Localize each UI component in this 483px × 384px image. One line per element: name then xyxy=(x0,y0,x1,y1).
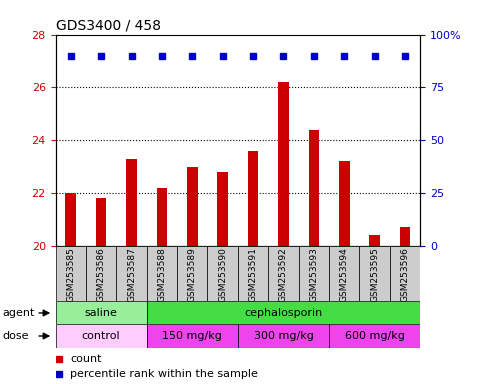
Bar xyxy=(359,246,390,301)
Bar xyxy=(400,227,411,246)
Bar xyxy=(329,324,420,348)
Bar xyxy=(339,161,350,246)
Text: GDS3400 / 458: GDS3400 / 458 xyxy=(56,19,160,33)
Text: dose: dose xyxy=(2,331,29,341)
Text: 300 mg/kg: 300 mg/kg xyxy=(254,331,313,341)
Bar xyxy=(147,301,420,324)
Bar xyxy=(56,301,147,324)
Text: GSM253596: GSM253596 xyxy=(400,247,410,302)
Text: GSM253585: GSM253585 xyxy=(66,247,75,302)
Text: percentile rank within the sample: percentile rank within the sample xyxy=(70,369,258,379)
Bar xyxy=(329,246,359,301)
Text: cephalosporin: cephalosporin xyxy=(244,308,323,318)
Bar xyxy=(208,246,238,301)
Text: GSM253595: GSM253595 xyxy=(370,247,379,302)
Text: GSM253589: GSM253589 xyxy=(188,247,197,302)
Bar xyxy=(147,246,177,301)
Text: GSM253593: GSM253593 xyxy=(309,247,318,302)
Bar xyxy=(278,82,289,246)
Text: GSM253587: GSM253587 xyxy=(127,247,136,302)
Text: count: count xyxy=(70,354,101,364)
Bar xyxy=(86,246,116,301)
Bar xyxy=(156,188,167,246)
Text: GSM253590: GSM253590 xyxy=(218,247,227,302)
Bar xyxy=(116,246,147,301)
Bar xyxy=(238,324,329,348)
Bar xyxy=(369,235,380,246)
Bar xyxy=(177,246,208,301)
Bar xyxy=(96,198,106,246)
Bar xyxy=(238,246,268,301)
Text: 600 mg/kg: 600 mg/kg xyxy=(345,331,405,341)
Text: GSM253588: GSM253588 xyxy=(157,247,167,302)
Text: saline: saline xyxy=(85,308,117,318)
Bar xyxy=(390,246,420,301)
Bar xyxy=(126,159,137,246)
Text: GSM253591: GSM253591 xyxy=(249,247,257,302)
Text: 150 mg/kg: 150 mg/kg xyxy=(162,331,222,341)
Bar xyxy=(248,151,258,246)
Bar xyxy=(268,246,298,301)
Bar xyxy=(298,246,329,301)
Text: GSM253594: GSM253594 xyxy=(340,247,349,302)
Bar xyxy=(56,246,86,301)
Bar xyxy=(309,130,319,246)
Bar xyxy=(56,324,147,348)
Bar xyxy=(187,167,198,246)
Text: GSM253586: GSM253586 xyxy=(97,247,106,302)
Bar xyxy=(217,172,228,246)
Text: agent: agent xyxy=(2,308,35,318)
Text: control: control xyxy=(82,331,120,341)
Bar xyxy=(147,324,238,348)
Bar xyxy=(65,193,76,246)
Text: GSM253592: GSM253592 xyxy=(279,247,288,302)
